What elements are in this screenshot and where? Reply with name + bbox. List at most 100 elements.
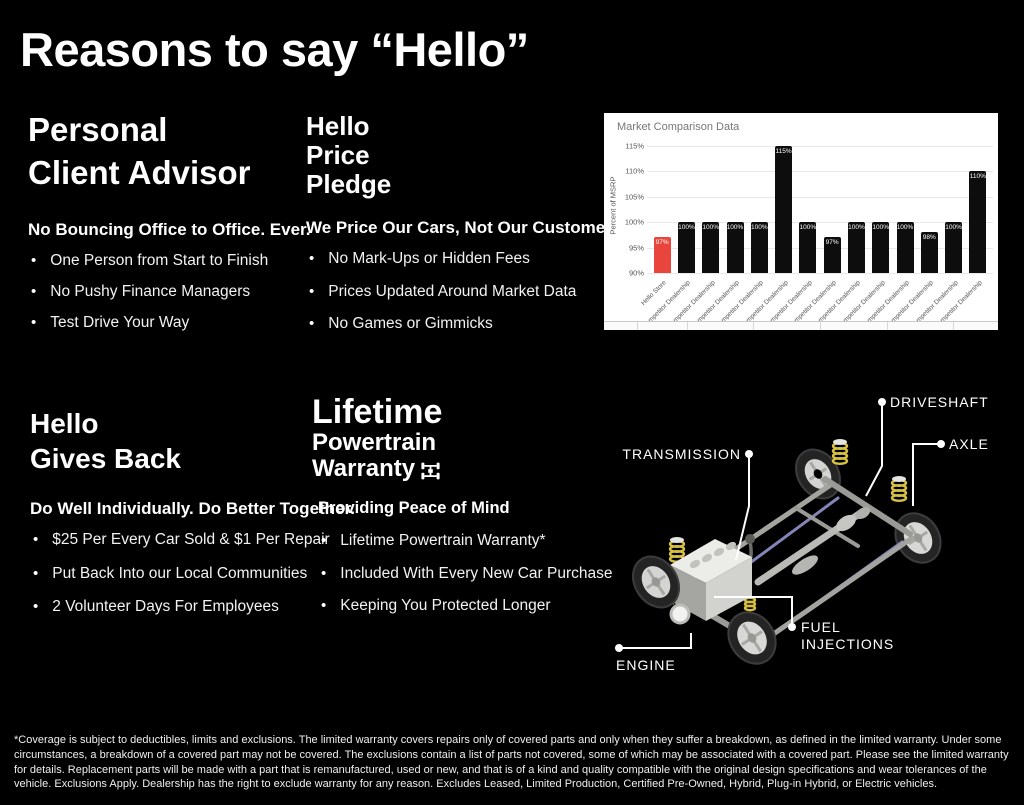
chart-bar: 100% — [726, 222, 744, 273]
bullet-dot: • — [31, 314, 37, 331]
callout-line-driveshaft — [865, 402, 883, 497]
chart-bar: 100% — [702, 222, 720, 273]
powertrain-icon — [421, 462, 440, 480]
chart-ytick-label: 115% — [625, 141, 644, 151]
bullet-text: 2 Volunteer Days For Employees — [52, 598, 279, 615]
label-axle: AXLE — [949, 436, 989, 452]
gives-back-bullet-list: • $25 Per Every Car Sold & $1 Per Repair •… — [30, 531, 355, 616]
callout-dot-engine — [615, 644, 623, 652]
bullet-dot: • — [309, 315, 315, 332]
bullet-dot: • — [321, 564, 327, 582]
bullet-dot: • — [309, 250, 315, 267]
chart-bar: 98% — [920, 232, 938, 273]
bullet-dot: • — [33, 531, 39, 548]
wheel-front-left — [632, 555, 680, 609]
warranty-heading-line3: Warranty — [312, 456, 612, 482]
warranty-heading-line2: Powertrain — [312, 429, 437, 456]
bullet-text: Prices Updated Around Market Data — [328, 282, 577, 300]
bullet-item: • No Games or Gimmicks — [309, 315, 626, 333]
chart-bar: 100% — [750, 222, 768, 273]
bullet-item: • Included With Every New Car Purchase — [321, 565, 612, 583]
wheel-rear-right — [894, 512, 942, 564]
gives-back-subheading: Do Well Individually. Do Better Together… — [30, 499, 355, 518]
chart-bar: 100% — [677, 222, 695, 273]
callout-line-engine — [619, 633, 692, 649]
section-lifetime-powertrain-warranty: Lifetime Powertrain Warranty Providing P… — [312, 394, 612, 630]
bullet-item: • One Person from Start to Finish — [31, 252, 310, 270]
chart-gridline — [647, 196, 993, 198]
personal-bullet-list: • One Person from Start to Finish • No Push… — [28, 252, 310, 332]
personal-subheading: No Bouncing Office to Office. Ever. — [28, 220, 311, 239]
price-pledge-subheading: We Price Our Cars, Not Our Customers. — [306, 218, 626, 237]
bullet-item: • No Mark-Ups or Hidden Fees — [309, 250, 626, 268]
warranty-subheading: Providing Peace of Mind — [318, 499, 510, 517]
chart-table-strip — [604, 321, 998, 330]
bullet-item: • Put Back Into our Local Communities — [33, 565, 355, 583]
chart-bar: 97% — [653, 237, 671, 273]
chart-bar-value-label: 100% — [678, 224, 695, 232]
bullet-text: Lifetime Powertrain Warranty* — [340, 532, 546, 549]
callout-line-axle — [912, 443, 941, 506]
section-hello-price-pledge: Hello Price Pledge We Price Our Cars, No… — [306, 112, 626, 348]
powertrain-diagram: DRIVESHAFT AXLE TRANSMISSION FUEL INJECT… — [600, 380, 1024, 690]
chart-gridline — [647, 273, 993, 274]
callout-dot-axle — [937, 440, 945, 448]
bullet-text: Included With Every New Car Purchase — [340, 564, 613, 582]
bullet-item: • Lifetime Powertrain Warranty* — [321, 532, 612, 550]
chart-bar: 97% — [823, 237, 841, 273]
section-hello-gives-back: Hello Gives Back Do Well Individually. D… — [30, 406, 355, 632]
warranty-heading-line3-text: Warranty — [312, 455, 416, 482]
callout-dot-transmission — [745, 450, 753, 458]
chart-title: Market Comparison Data — [617, 121, 740, 133]
chart-bar-value-label: 100% — [896, 224, 914, 232]
wheel-rear-left — [795, 448, 841, 500]
page-title: Reasons to say “Hello” — [20, 23, 529, 76]
chart-bar-value-label: 100% — [726, 224, 744, 232]
chart-bar-value-label: 97% — [825, 239, 839, 247]
chart-gridline — [647, 171, 993, 173]
market-comparison-chart: Market Comparison Data Percent of MSRP 9… — [604, 113, 998, 330]
bullet-item: • Keeping You Protected Longer — [321, 597, 612, 615]
chart-ytick-label: 95% — [628, 243, 644, 253]
section-personal-client-advisor: Personal Client Advisor No Bouncing Offi… — [28, 108, 310, 345]
engine-block — [669, 539, 752, 632]
chart-ytick-label: 110% — [625, 166, 644, 176]
gives-back-heading: Hello Gives Back — [30, 408, 181, 474]
label-engine: ENGINE — [616, 657, 676, 673]
chart-bar-value-label: 115% — [775, 148, 792, 156]
chart-ytick-label: 90% — [628, 268, 644, 278]
bullet-text: $25 Per Every Car Sold & $1 Per Repair — [52, 531, 330, 548]
bullet-dot: • — [31, 283, 37, 300]
chart-bar-value-label: 98% — [922, 234, 936, 242]
warranty-bullet-list: • Lifetime Powertrain Warranty* • Included … — [318, 532, 612, 615]
chart-bar: 100% — [896, 222, 914, 273]
bullet-text: No Pushy Finance Managers — [50, 283, 251, 300]
chart-bar-value-label: 100% — [702, 224, 720, 232]
chart-bar-value-label: 97% — [655, 239, 669, 247]
driveshaft-part — [754, 506, 871, 586]
callout-dot-fuel — [788, 623, 796, 631]
chart-bar: 100% — [799, 222, 817, 273]
bullet-text: Keeping You Protected Longer — [340, 597, 551, 614]
bullet-dot: • — [321, 532, 327, 549]
bullet-text: One Person from Start to Finish — [50, 252, 269, 269]
chart-bar: 100% — [872, 222, 890, 273]
price-pledge-heading: Hello Price Pledge — [306, 111, 392, 199]
wheel-front-right — [727, 611, 777, 665]
bullet-text: Test Drive Your Way — [50, 314, 190, 331]
chart-bar-value-label: 100% — [872, 224, 890, 232]
chart-bar-value-label: 100% — [799, 224, 817, 232]
chart-bar: 100% — [945, 222, 963, 273]
bullet-dot: • — [31, 252, 37, 269]
personal-heading: Personal Client Advisor — [28, 111, 251, 191]
bullet-text: No Games or Gimmicks — [328, 315, 493, 332]
bullet-item: • $25 Per Every Car Sold & $1 Per Repair — [33, 531, 355, 549]
warranty-disclaimer: *Coverage is subject to deductibles, lim… — [14, 734, 1009, 791]
chart-ytick-label: 100% — [624, 217, 644, 227]
label-fuel-line2: INJECTIONS — [801, 636, 894, 652]
warranty-heading-line1: Lifetime — [312, 393, 443, 431]
chart-y-axis-title: Percent of MSRP — [608, 176, 618, 235]
chart-plot-area: 90% 95% 100% 105% 110% 115% 97% Hello Store 100%… — [625, 141, 993, 330]
bullet-dot: • — [321, 597, 327, 614]
